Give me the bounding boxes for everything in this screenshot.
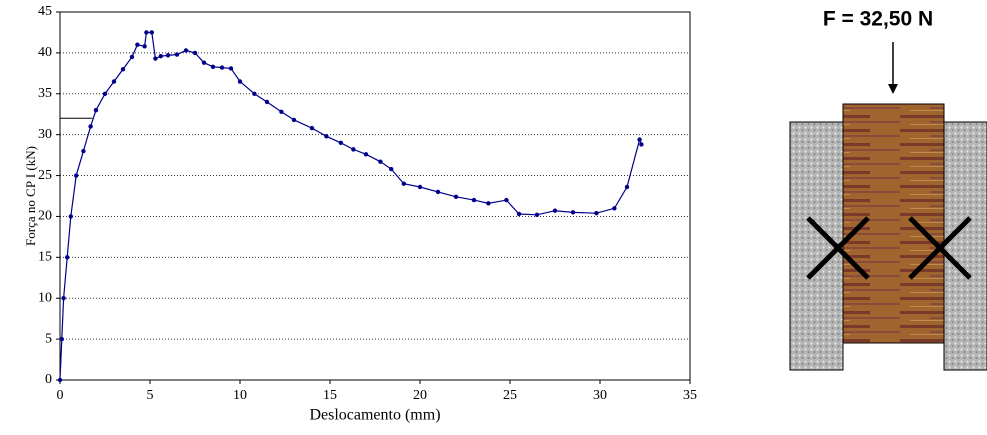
data-point <box>552 208 558 213</box>
y-tick-label: 25 <box>38 168 52 183</box>
y-tick-label: 0 <box>45 372 52 387</box>
y-tick-label: 35 <box>38 86 52 101</box>
data-point <box>192 50 198 56</box>
plot: 0 5 10 15 20 25 30 35 40 45 0 5 10 15 20 25 30 35 <box>38 4 697 403</box>
plot-frame <box>59 11 691 381</box>
data-point <box>68 214 74 219</box>
data-point <box>153 56 158 61</box>
data-point <box>158 53 163 59</box>
data-point <box>88 124 93 129</box>
x-axis-label: Deslocamento (mm) <box>309 407 440 424</box>
data-point <box>378 159 383 164</box>
data-point <box>174 52 180 57</box>
data-point <box>61 296 66 301</box>
diagram: F = 32,50 N <box>789 8 987 371</box>
data-point <box>338 140 343 146</box>
force-label: F = 32,50 N <box>823 8 933 31</box>
data-point <box>59 336 64 342</box>
data-point <box>624 184 630 190</box>
x-tick-label: 15 <box>323 388 337 403</box>
x-tick-label: 20 <box>413 388 427 403</box>
data-point <box>471 197 477 203</box>
data-point <box>417 184 423 190</box>
data-point <box>129 54 135 60</box>
y-tick-label: 45 <box>38 4 52 19</box>
x-marks <box>806 216 972 280</box>
data-point <box>219 65 225 70</box>
data-point <box>165 53 171 58</box>
data-point <box>135 42 140 47</box>
data-point <box>120 67 126 72</box>
data-point <box>401 181 406 186</box>
data-line <box>59 31 642 381</box>
data-point <box>389 166 394 172</box>
data-point <box>149 30 154 35</box>
y-tick-label: 10 <box>38 290 52 305</box>
data-point <box>534 212 540 218</box>
x-tick-label: 35 <box>683 388 697 403</box>
data-point <box>516 211 522 217</box>
data-point <box>142 44 147 49</box>
data-point <box>504 197 509 203</box>
data-point <box>435 189 441 195</box>
data-point <box>57 377 63 383</box>
data-point <box>363 152 369 157</box>
y-tick-label: 40 <box>38 45 52 60</box>
data-point <box>486 201 491 206</box>
data-point <box>81 148 86 154</box>
data-point <box>351 147 356 152</box>
data-point <box>639 142 644 147</box>
x-tick-label: 25 <box>503 388 517 403</box>
data-point <box>237 79 243 84</box>
y-tick-label: 30 <box>38 127 52 142</box>
data-point <box>279 109 284 114</box>
data-point <box>93 107 99 113</box>
data-point <box>291 117 297 123</box>
data-point <box>612 206 617 211</box>
data-point <box>201 60 207 65</box>
data-point <box>210 64 216 69</box>
arrow-head <box>888 84 898 94</box>
x-tick-label: 30 <box>593 388 607 403</box>
x-tick-label: 0 <box>57 388 64 403</box>
data-point <box>65 255 70 260</box>
data-point <box>252 91 257 96</box>
data-point <box>264 99 270 105</box>
data-point <box>324 134 329 139</box>
data-point <box>74 173 79 178</box>
data-point <box>637 137 642 142</box>
y-tick-label: 15 <box>38 250 52 265</box>
y-axis-label: Força no CP I (kN) <box>23 146 38 246</box>
x-tick-label: 5 <box>147 388 154 403</box>
y-tick-label: 5 <box>45 331 52 346</box>
data-point <box>309 125 315 131</box>
data-point <box>102 91 108 96</box>
data-point <box>228 66 234 71</box>
concrete-right <box>943 121 987 371</box>
x-tick-label: 10 <box>233 388 247 403</box>
data-point <box>453 194 459 200</box>
data-point <box>570 210 576 215</box>
data-point <box>144 30 149 35</box>
data-point <box>594 210 599 216</box>
data-point <box>183 48 189 53</box>
y-tick-label: 20 <box>38 209 52 224</box>
data-point <box>111 79 117 84</box>
wood-block <box>842 103 945 344</box>
